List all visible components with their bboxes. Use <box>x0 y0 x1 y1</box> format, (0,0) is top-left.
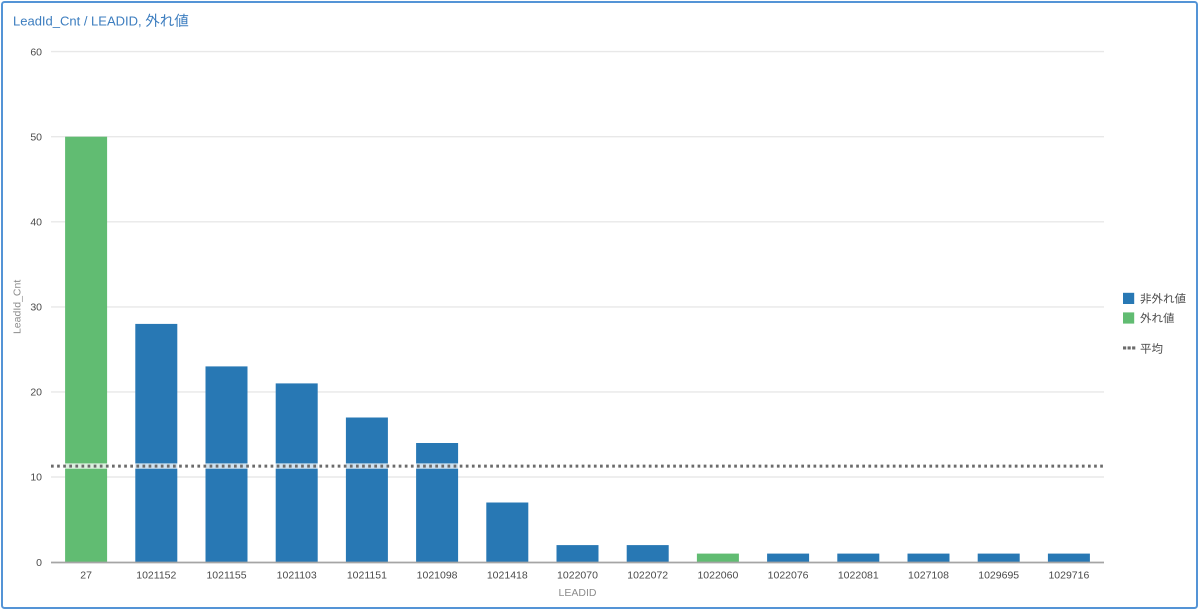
svg-text:1027108: 1027108 <box>908 570 949 582</box>
svg-text:20: 20 <box>30 387 42 399</box>
svg-text:1022060: 1022060 <box>697 570 738 582</box>
svg-text:1021418: 1021418 <box>487 570 528 582</box>
svg-text:1022081: 1022081 <box>838 570 879 582</box>
svg-text:10: 10 <box>30 472 42 484</box>
svg-text:1029716: 1029716 <box>1048 570 1089 582</box>
svg-text:27: 27 <box>80 570 92 582</box>
svg-text:1029695: 1029695 <box>978 570 1019 582</box>
svg-text:LeadId_Cnt: LeadId_Cnt <box>12 280 24 334</box>
svg-text:1022070: 1022070 <box>557 570 598 582</box>
svg-text:40: 40 <box>30 217 42 229</box>
svg-text:1021103: 1021103 <box>277 570 317 582</box>
svg-text:LEADID: LEADID <box>559 587 597 599</box>
svg-text:1021098: 1021098 <box>417 570 458 582</box>
svg-text:1021152: 1021152 <box>136 570 176 582</box>
svg-text:1022072: 1022072 <box>627 570 668 582</box>
svg-text:60: 60 <box>30 46 42 58</box>
svg-text:LeadId_Cnt / LEADID,: LeadId_Cnt / LEADID, <box>13 14 142 29</box>
svg-text:1022076: 1022076 <box>768 570 809 582</box>
svg-text:0: 0 <box>36 557 42 569</box>
svg-text:1021151: 1021151 <box>347 570 387 582</box>
svg-text:50: 50 <box>30 131 42 143</box>
svg-text:1021155: 1021155 <box>206 570 246 582</box>
svg-text:30: 30 <box>30 302 42 314</box>
